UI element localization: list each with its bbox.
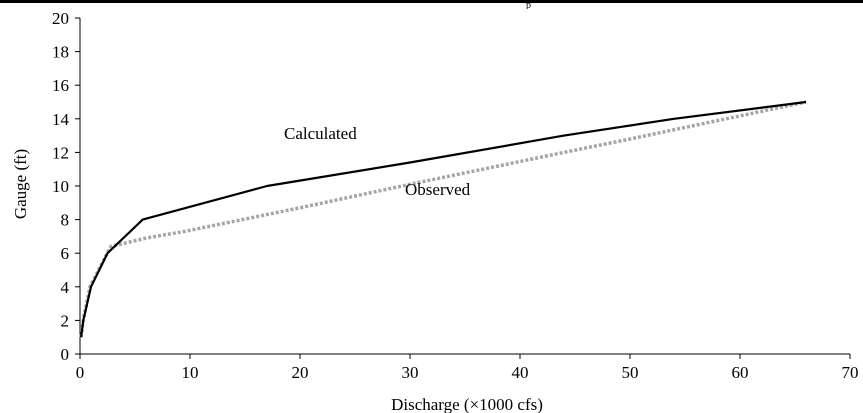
top-border-line — [0, 0, 863, 3]
y-tick-label: 2 — [61, 311, 70, 330]
y-tick-label: 8 — [61, 211, 70, 230]
series-layer — [79, 100, 807, 338]
y-tick-label: 6 — [61, 244, 70, 263]
x-tick-label: 50 — [622, 363, 639, 382]
x-tick-label: 30 — [402, 363, 419, 382]
x-tick-label: 10 — [182, 363, 199, 382]
y-tick-label: 20 — [52, 9, 69, 28]
y-ticks: 0 2 4 6 8 10 12 14 16 18 20 — [52, 9, 80, 364]
series-line-observed — [79, 100, 807, 338]
y-tick-label: 16 — [52, 76, 69, 95]
series-label-observed: Observed — [405, 180, 471, 199]
series-line-calculated — [80, 100, 807, 338]
y-tick-label: 4 — [61, 278, 70, 297]
y-tick-label: 0 — [61, 345, 70, 364]
x-tick-label: 0 — [76, 363, 85, 382]
series-label-calculated: Calculated — [284, 124, 357, 143]
x-ticks: 0 10 20 30 40 50 60 70 — [76, 354, 859, 382]
y-tick-label: 14 — [52, 110, 70, 129]
y-tick-label: 18 — [52, 43, 69, 62]
y-tick-label: 12 — [52, 143, 69, 162]
x-tick-label: 70 — [842, 363, 859, 382]
x-tick-label: 60 — [732, 363, 749, 382]
x-tick-label: 40 — [512, 363, 529, 382]
x-axis-title: Discharge (×1000 cfs) — [391, 395, 543, 413]
x-tick-label: 20 — [292, 363, 309, 382]
x-axis: 0 10 20 30 40 50 60 70 — [76, 353, 859, 382]
y-axis-title: Gauge (ft) — [11, 149, 30, 219]
y-tick-label: 10 — [52, 177, 69, 196]
y-axis: 0 2 4 6 8 10 12 14 16 18 20 — [52, 9, 81, 364]
top-text-fragment: p — [526, 3, 531, 9]
